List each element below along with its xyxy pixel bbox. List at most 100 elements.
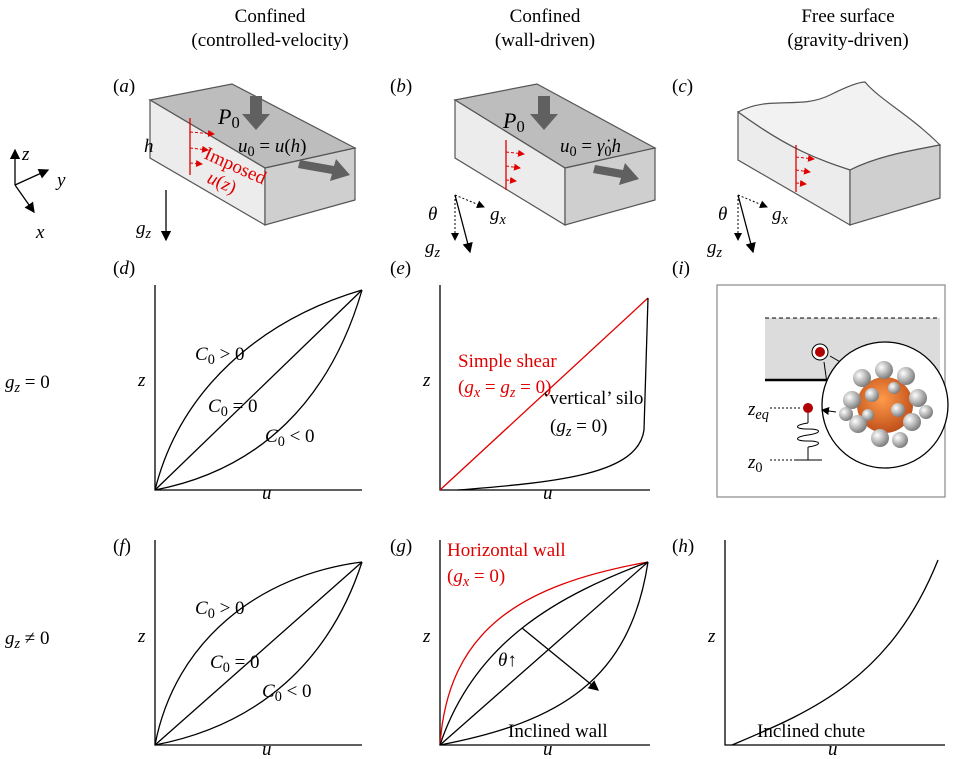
- label-part: ↑: [507, 650, 517, 671]
- label-part: ≠ 0: [20, 628, 49, 649]
- label-part: (: [672, 536, 678, 557]
- label-part: x: [462, 574, 470, 590]
- angle-label: θ: [428, 204, 437, 225]
- label-part: u: [275, 136, 285, 157]
- label-part: g: [425, 237, 435, 258]
- column-subtitle: (gravity-driven): [787, 30, 908, 51]
- label-part: e: [396, 258, 404, 279]
- label-part: g: [490, 204, 500, 225]
- gravity-label: gx: [772, 204, 789, 228]
- label-part: ): [688, 536, 694, 557]
- label-part: (: [550, 416, 556, 437]
- label-part: u: [543, 739, 553, 759]
- axis-label: x: [35, 222, 45, 243]
- label-part: g: [453, 566, 463, 587]
- axis-label: u: [828, 739, 838, 759]
- axis-label: u: [262, 739, 272, 759]
- column-title: Free surface: [801, 6, 894, 27]
- label-part: z: [145, 226, 152, 242]
- curve-label: (gx = 0): [447, 566, 505, 590]
- label-part: (: [284, 136, 290, 157]
- label-part: 0: [755, 460, 762, 476]
- label-part: d: [119, 258, 129, 279]
- label-part: x: [499, 212, 507, 228]
- label-part: (: [458, 377, 464, 398]
- label-part: 0: [231, 113, 239, 132]
- panel-tag: (a): [113, 76, 135, 97]
- angle-label: θ: [718, 204, 727, 225]
- label-part: z: [14, 380, 21, 396]
- label-part: C: [208, 396, 221, 417]
- angle-label: θ↑: [498, 650, 517, 671]
- label-part: g: [556, 416, 566, 437]
- axis-label: u: [262, 483, 272, 504]
- panel-tag: (c): [672, 76, 693, 97]
- spring-label: zeq: [747, 399, 769, 423]
- label-part: z: [137, 370, 146, 391]
- label-part: g: [136, 218, 146, 239]
- label-part: z: [747, 399, 756, 420]
- label-part: u: [262, 483, 272, 504]
- label-part: C: [195, 344, 208, 365]
- label-part: 0: [516, 117, 524, 136]
- plot-g: [439, 540, 650, 746]
- curve-label: Simple shear: [458, 351, 557, 372]
- label-part: g: [707, 237, 717, 258]
- axis-label: z: [21, 144, 30, 165]
- height-label: h: [144, 136, 154, 157]
- gravity-label: gz: [136, 218, 152, 242]
- label-part: g: [500, 377, 510, 398]
- label-part: 0: [248, 144, 255, 160]
- axis-label: z: [137, 370, 146, 391]
- label-part: a: [119, 76, 129, 97]
- label-part: 0: [604, 144, 611, 160]
- row-label: gz = 0: [5, 372, 50, 396]
- label-part: g: [5, 628, 15, 649]
- axis-label: y: [55, 170, 66, 191]
- curve-label: Horizontal wall: [447, 540, 566, 561]
- label-part: θ: [718, 204, 727, 225]
- arrows-a: [160, 96, 350, 242]
- gravity-label: gx: [490, 204, 507, 228]
- label-part: 0: [278, 434, 285, 450]
- column-title: Confined: [235, 6, 306, 27]
- label-part: 0: [208, 606, 215, 622]
- curve-label: C0 < 0: [262, 681, 312, 705]
- panel-tag: (i): [672, 258, 690, 279]
- label-part: u: [560, 136, 570, 157]
- label-part: z: [707, 626, 716, 647]
- inset-i: [716, 284, 949, 498]
- label-part: (: [390, 258, 396, 279]
- label-part: f: [119, 536, 127, 557]
- axis-triad: [9, 148, 50, 214]
- label-part: =: [577, 136, 597, 157]
- column-subtitle: (wall-driven): [495, 30, 595, 51]
- label-part: = 0): [571, 416, 607, 437]
- label-part: u: [238, 136, 248, 157]
- label-part: (: [390, 536, 396, 557]
- label-part: ): [300, 136, 306, 157]
- label-part: ): [129, 76, 135, 97]
- curve-label: C0 = 0: [210, 652, 260, 676]
- column-title: Confined: [510, 6, 581, 27]
- label-part: i: [678, 258, 683, 279]
- label-part: g: [464, 377, 474, 398]
- label-part: > 0: [215, 344, 245, 365]
- label-part: (: [672, 76, 678, 97]
- label-part: h: [144, 136, 154, 157]
- curve-label: C0 > 0: [195, 598, 245, 622]
- velocity-label: u0 = u(h): [238, 136, 307, 160]
- curve-label: C0 = 0: [208, 396, 258, 420]
- label-part: z: [14, 636, 21, 652]
- label-part: C: [262, 681, 275, 702]
- label-part: g: [772, 204, 782, 225]
- load-label: P0: [502, 108, 525, 136]
- curve-label: C0 > 0: [195, 344, 245, 368]
- label-part: ): [125, 536, 131, 557]
- axis-label: z: [707, 626, 716, 647]
- label-part: < 0: [282, 681, 312, 702]
- label-part: (: [113, 536, 119, 557]
- curve-label: (gz = 0): [550, 416, 607, 440]
- panel-tag: (b): [390, 76, 412, 97]
- label-part: = 0: [228, 396, 258, 417]
